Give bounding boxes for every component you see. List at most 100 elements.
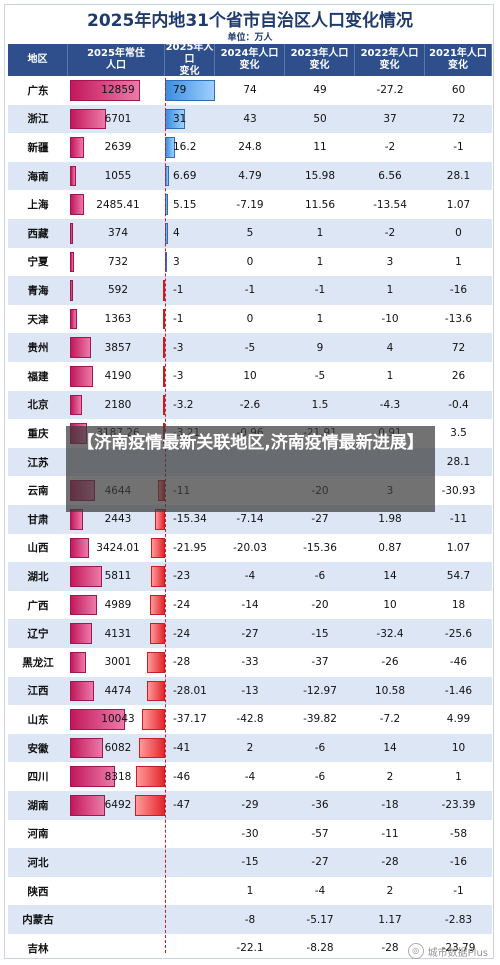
zero-axis-line bbox=[165, 78, 166, 953]
population-bar bbox=[70, 80, 140, 101]
region-label: 北京 bbox=[27, 399, 49, 412]
change-2025-value: 79 bbox=[173, 84, 187, 97]
change-2025-value: -28 bbox=[173, 656, 191, 669]
table-row: 北京 2180 -3.2 -2.6 1.5 -4.3 -0.4 bbox=[8, 390, 492, 420]
change-2023-value: -27 bbox=[311, 513, 329, 526]
change-2023-value: -15.36 bbox=[303, 541, 337, 554]
table-row: 陕西 1 -4 2 -1 bbox=[8, 877, 492, 906]
change-2023-value: 15.98 bbox=[304, 170, 336, 183]
change-2022-value: 1 bbox=[386, 370, 394, 383]
population-bar bbox=[70, 709, 125, 730]
change-2023-value: -37 bbox=[311, 656, 329, 669]
change-2022-value: -32.4 bbox=[376, 627, 404, 640]
change-2024-value: -22.1 bbox=[236, 942, 264, 955]
population-value: 3857 bbox=[104, 341, 132, 354]
change-2024-value: -4 bbox=[244, 570, 256, 583]
change-2022-value: -18 bbox=[381, 799, 399, 812]
change-2024-value: 0 bbox=[246, 255, 254, 268]
table-row: 辽宁 4131 -24 -27 -15 -32.4 -25.6 bbox=[8, 619, 492, 648]
population-value: 3424.01 bbox=[96, 541, 140, 554]
change-2021-value: -0.4 bbox=[448, 398, 469, 411]
population-bar bbox=[70, 251, 74, 273]
change-2022-value: 1.17 bbox=[378, 913, 402, 926]
change-2025-bar bbox=[162, 394, 165, 416]
change-2021-value: -30.93 bbox=[441, 484, 476, 497]
change-2023-value: -6 bbox=[314, 570, 326, 583]
region-label: 福建 bbox=[27, 370, 49, 383]
change-2022-value: 10.58 bbox=[374, 684, 406, 697]
change-2021-value: -58 bbox=[449, 827, 468, 840]
change-2024-value: 0 bbox=[246, 313, 254, 326]
table-row: 湖北 5811 -23 -4 -6 14 54.7 bbox=[8, 562, 492, 591]
population-value: 6082 bbox=[104, 742, 132, 755]
population-bar bbox=[70, 280, 74, 301]
change-2021-value: 54.7 bbox=[446, 570, 471, 583]
watermark-text: 城市数据Plus bbox=[427, 947, 488, 959]
region-label: 湖北 bbox=[27, 570, 49, 583]
change-2025-bar bbox=[149, 594, 165, 616]
population-value: 4474 bbox=[104, 684, 132, 697]
change-2021-value: 10 bbox=[451, 742, 466, 755]
table-row: 河北 -15 -27 -28 -16 bbox=[8, 848, 492, 877]
change-2021-value: 0 bbox=[455, 227, 462, 240]
change-2021-value: -46 bbox=[449, 656, 468, 669]
change-2025-value: -28.01 bbox=[173, 684, 207, 697]
change-2023-value: -5.17 bbox=[306, 913, 334, 926]
change-2021-value: 3.5 bbox=[450, 427, 467, 440]
change-2021-value: -13.6 bbox=[444, 313, 473, 326]
table-row: 广东 12859 79 74 49 -27.2 60 bbox=[8, 76, 492, 105]
table-row: 黑龙江 3001 -28 -33 -37 -26 -46 bbox=[8, 648, 492, 677]
change-2024-value: -33 bbox=[241, 656, 259, 669]
population-bar bbox=[70, 137, 85, 158]
region-label: 浙江 bbox=[27, 113, 49, 126]
population-bar bbox=[70, 623, 93, 644]
change-2025-value: -1 bbox=[173, 284, 184, 297]
region-label: 江西 bbox=[27, 685, 49, 698]
population-value: 1363 bbox=[104, 313, 132, 326]
change-2025-value: 3 bbox=[173, 255, 180, 268]
population-bar bbox=[70, 223, 73, 244]
population-value: 6701 bbox=[104, 112, 132, 125]
region-label: 海南 bbox=[27, 170, 49, 183]
table-row: 贵州 3857 -3 -5 9 4 72 bbox=[8, 333, 492, 362]
change-2023-value: -5 bbox=[314, 370, 326, 383]
population-bar bbox=[70, 165, 76, 187]
change-2025-bar bbox=[163, 308, 165, 330]
region-label: 青海 bbox=[27, 284, 49, 297]
watermark-icon: ◎ bbox=[407, 943, 424, 959]
change-2024-value: 74 bbox=[243, 84, 257, 97]
change-2022-value: -2 bbox=[384, 227, 396, 240]
header-pop-2025: 2025年常住 人口 bbox=[68, 44, 165, 76]
change-2025-bar bbox=[150, 566, 165, 587]
population-value: 6492 bbox=[104, 799, 132, 812]
change-2021-value: 28.1 bbox=[446, 170, 471, 183]
table-row: 安徽 6082 -41 2 -6 14 10 bbox=[8, 733, 492, 763]
population-bar bbox=[70, 366, 93, 387]
table-row: 广西 4989 -24 -14 -20 10 18 bbox=[8, 591, 492, 620]
change-2025-value: -21.95 bbox=[173, 541, 207, 554]
region-label: 重庆 bbox=[27, 427, 49, 440]
change-2025-bar bbox=[163, 337, 165, 358]
change-2022-value: -2 bbox=[384, 141, 396, 154]
region-label: 湖南 bbox=[27, 799, 49, 812]
change-2024-value: -27 bbox=[241, 627, 259, 640]
change-2024-value: -42.8 bbox=[236, 713, 264, 726]
table-row: 内蒙古 -8 -5.17 1.17 -2.83 bbox=[8, 905, 492, 934]
change-2021-value: 60 bbox=[451, 84, 466, 97]
change-2023-value: 1 bbox=[316, 255, 324, 268]
change-2023-value: 9 bbox=[316, 341, 324, 354]
change-2021-value: 26 bbox=[451, 370, 466, 383]
change-2022-value: 6.56 bbox=[378, 170, 402, 183]
change-2023-value: -27 bbox=[311, 856, 329, 869]
change-2022-value: -13.54 bbox=[373, 198, 407, 211]
change-2022-value: 1 bbox=[386, 284, 394, 297]
change-2021-value: 1.07 bbox=[446, 541, 471, 554]
region-label: 河南 bbox=[27, 828, 49, 841]
change-2021-value: 72 bbox=[451, 112, 466, 125]
change-2022-value: -28 bbox=[381, 942, 399, 955]
population-bar bbox=[70, 652, 87, 673]
population-value: 4989 bbox=[104, 599, 132, 612]
change-2024-value: 43 bbox=[243, 112, 257, 125]
population-value: 12859 bbox=[101, 84, 135, 97]
header-change-2021: 2021年人口 变化 bbox=[425, 44, 492, 76]
